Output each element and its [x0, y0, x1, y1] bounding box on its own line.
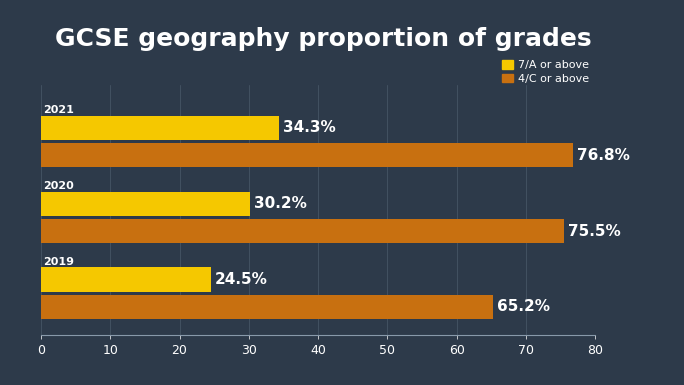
Text: 2021: 2021: [43, 105, 74, 115]
Text: 76.8%: 76.8%: [577, 148, 630, 163]
Bar: [41, 192, 250, 216]
Legend: 7/A or above, 4/C or above: 7/A or above, 4/C or above: [502, 60, 590, 84]
Text: 2019: 2019: [43, 257, 74, 267]
Text: GCSE geography proportion of grades: GCSE geography proportion of grades: [55, 27, 592, 51]
Bar: [41, 295, 492, 319]
Text: 24.5%: 24.5%: [215, 272, 267, 287]
Bar: [41, 268, 211, 292]
Text: 30.2%: 30.2%: [254, 196, 307, 211]
Text: 75.5%: 75.5%: [568, 224, 621, 239]
Bar: [41, 116, 278, 140]
Text: 2020: 2020: [43, 181, 74, 191]
Text: 65.2%: 65.2%: [497, 300, 550, 315]
Text: 34.3%: 34.3%: [282, 121, 335, 136]
Bar: [41, 143, 573, 167]
Bar: [41, 219, 564, 243]
